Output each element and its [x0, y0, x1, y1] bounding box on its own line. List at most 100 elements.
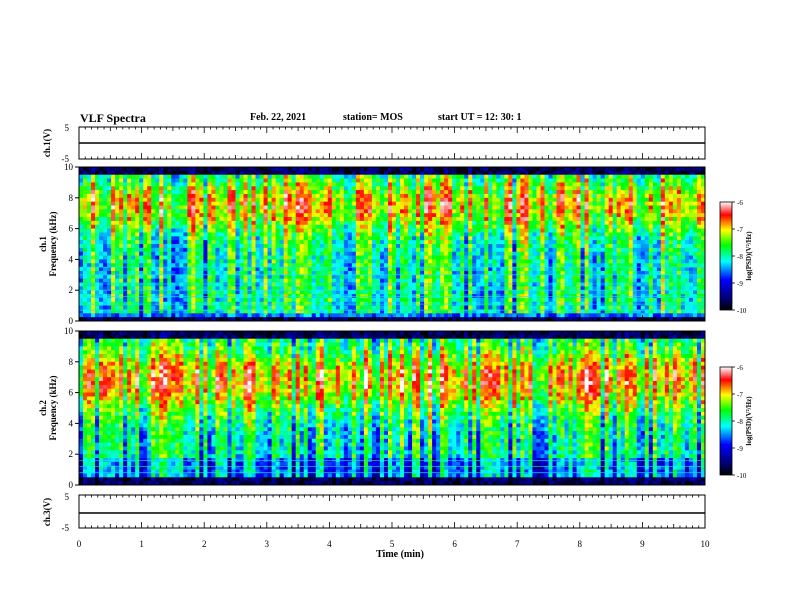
- spectrogram-cell: [87, 170, 92, 175]
- spectrogram-cell: [223, 267, 228, 272]
- spectrogram-cell: [367, 282, 373, 287]
- spectrogram-cell: [383, 309, 389, 314]
- spectrogram-cell: [195, 228, 200, 233]
- spectrogram-cell: [339, 251, 345, 256]
- spectrogram-cell: [408, 263, 413, 268]
- spectrogram-cell: [223, 244, 228, 249]
- spectrogram-cell: [448, 282, 453, 287]
- spectrogram-cell: [548, 213, 553, 218]
- spectrogram-cell: [504, 190, 509, 195]
- spectrogram-cell: [363, 201, 369, 206]
- spectrogram-cell: [227, 220, 232, 226]
- spectrogram-cell: [147, 286, 152, 291]
- spectrogram-cell: [532, 247, 537, 252]
- spectrogram-cell: [115, 259, 120, 264]
- spectrogram-cell: [219, 213, 224, 218]
- spectrogram-cell: [448, 190, 453, 195]
- spectrogram-cell: [536, 297, 541, 303]
- spectrogram-cell: [568, 174, 573, 179]
- spectrogram-cell: [468, 259, 473, 264]
- spectrogram-cell: [319, 259, 325, 264]
- spectrogram-cell: [103, 270, 108, 276]
- spectrogram-cell: [363, 251, 369, 256]
- spectrogram-cell: [171, 267, 176, 272]
- spectrogram-cell: [91, 178, 96, 183]
- spectrogram-cell: [307, 170, 313, 175]
- spectrogram-cell: [524, 186, 529, 191]
- spectrogram-cell: [484, 209, 489, 214]
- spectrogram-cell: [351, 197, 357, 202]
- spectrogram-cell: [524, 263, 529, 268]
- spectrogram-cell: [223, 317, 228, 322]
- spectrogram-cell: [532, 197, 537, 202]
- spectrogram-cell: [259, 232, 264, 237]
- spectrogram-cell: [448, 209, 453, 214]
- spectrogram-cell: [131, 309, 136, 314]
- spectrogram-cell: [259, 297, 264, 303]
- spectrogram-cell: [163, 220, 168, 226]
- spectrogram-cell: [351, 244, 357, 249]
- spectrogram-cell: [111, 313, 116, 318]
- spectrogram-cell: [568, 309, 573, 314]
- spectrogram-cell: [191, 217, 196, 222]
- spectrogram-cell: [576, 209, 581, 214]
- spectrogram-cell: [203, 309, 208, 314]
- spectrogram-cell: [223, 170, 228, 175]
- spectrogram-cell: [400, 228, 405, 233]
- spectrogram-cell: [560, 317, 565, 322]
- spectrogram-cell: [199, 247, 204, 252]
- spectrogram-cell: [568, 317, 573, 322]
- spectrogram-cell: [275, 247, 280, 252]
- spectrogram-cell: [223, 209, 228, 214]
- spectrogram-cell: [179, 317, 184, 322]
- spectrogram-cell: [424, 274, 429, 279]
- spectrogram-cell: [251, 297, 256, 303]
- spectrogram-cell: [155, 274, 160, 279]
- spectrogram-cell: [456, 290, 461, 295]
- spectrogram-cell: [247, 236, 252, 241]
- spectrogram-cell: [275, 290, 280, 295]
- spectrogram-cell: [259, 274, 264, 279]
- spectrogram-cell: [307, 305, 313, 310]
- spectrogram-cell: [416, 270, 421, 276]
- spectrogram-cell: [488, 197, 493, 202]
- spectrogram-cell: [480, 167, 485, 172]
- spectrogram-cell: [243, 197, 248, 202]
- spectrogram-cell: [464, 197, 469, 202]
- spectrogram-cell: [151, 209, 156, 214]
- spectrogram-cell: [524, 305, 529, 310]
- spectrogram-cell: [488, 247, 493, 252]
- spectrogram-cell: [259, 190, 264, 195]
- spectrogram-cell: [247, 251, 252, 256]
- spectrogram-cell: [275, 259, 280, 264]
- spectrogram-cell: [556, 240, 561, 245]
- spectrogram-cell: [440, 240, 445, 245]
- spectrogram-cell: [91, 205, 96, 210]
- spectrogram-cell: [243, 305, 248, 310]
- spectrogram-cell: [283, 267, 288, 272]
- spectrogram-cell: [291, 247, 296, 252]
- spectrogram-cell: [460, 309, 465, 314]
- spectrogram-cell: [440, 259, 445, 264]
- spectrogram-cell: [416, 170, 421, 175]
- spectrogram-cell: [203, 220, 208, 226]
- spectrogram-cell: [468, 286, 473, 291]
- spectrogram-cell: [243, 178, 248, 183]
- spectrogram-cell: [199, 267, 204, 272]
- spectrogram-cell: [91, 267, 96, 272]
- spectrogram-cell: [392, 193, 397, 199]
- spectrogram-cell: [287, 247, 292, 252]
- spectrogram-cell: [303, 259, 309, 264]
- spectrogram-cell: [287, 167, 292, 172]
- spectrogram-cell: [103, 317, 108, 322]
- spectrogram-cell: [179, 286, 184, 291]
- spectrogram-cell: [207, 178, 212, 183]
- spectrogram-cell: [548, 182, 553, 187]
- spectrogram-cell: [504, 282, 509, 287]
- spectrogram-cell: [327, 274, 333, 279]
- spectrogram-cell: [452, 305, 457, 310]
- spectrogram-cell: [243, 228, 248, 233]
- spectrogram-cell: [564, 290, 569, 295]
- spectrogram-cell: [408, 282, 413, 287]
- spectrogram-cell: [568, 247, 573, 252]
